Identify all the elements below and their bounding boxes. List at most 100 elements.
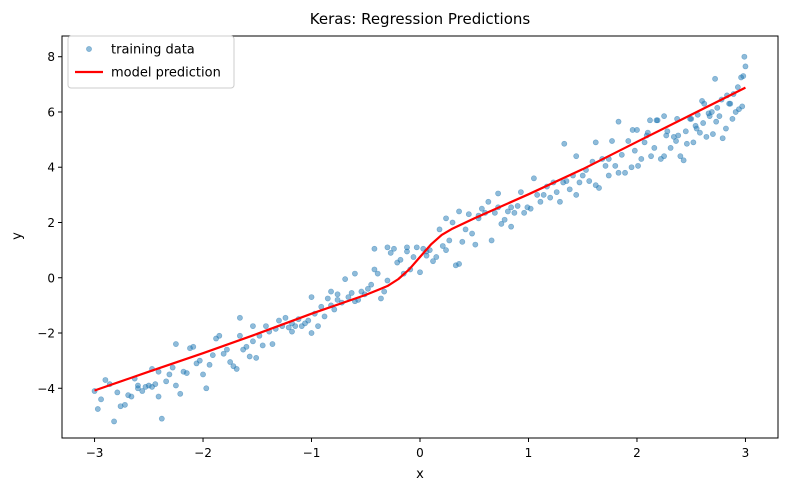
training-data-point (531, 175, 537, 182)
training-data-point (135, 385, 141, 392)
training-data-point (648, 153, 654, 160)
training-data-point (190, 343, 197, 350)
x-axis-label: x (416, 467, 424, 482)
training-data-point (618, 151, 625, 158)
training-data-point (692, 122, 699, 129)
training-data-point (521, 209, 528, 216)
training-data-point (537, 198, 544, 205)
training-data-point (128, 393, 135, 400)
training-data-point (237, 332, 243, 339)
training-data-point (365, 285, 371, 292)
training-data-point (196, 357, 203, 364)
training-data-point (216, 332, 223, 339)
training-data-point (158, 415, 165, 422)
training-data-point (710, 131, 716, 137)
training-data-point (456, 208, 462, 215)
training-data-point (563, 178, 570, 184)
training-data-point (177, 390, 184, 397)
y-tick-label: 4 (47, 161, 55, 175)
training-data-point (387, 249, 394, 256)
training-data-point (719, 135, 726, 142)
training-data-point (155, 393, 162, 400)
training-data-point (675, 132, 682, 139)
training-data-point (371, 245, 378, 252)
x-tick-label: −3 (86, 446, 104, 460)
training-data-point (635, 162, 641, 169)
training-data-point (439, 243, 446, 249)
training-data-point (292, 323, 299, 330)
training-data-point (94, 406, 101, 412)
training-data-point (498, 220, 505, 227)
training-data-point (122, 401, 128, 408)
training-data-point (102, 377, 109, 383)
training-data-point (183, 370, 190, 376)
training-data-point (511, 209, 518, 216)
training-data-point (576, 179, 583, 186)
model-prediction-line (94, 86, 746, 392)
training-data-point (514, 203, 521, 209)
y-axis-label: y (10, 232, 25, 240)
training-data-point (742, 63, 749, 70)
training-data-point (206, 361, 213, 368)
training-data-point (573, 153, 580, 160)
training-data-point (566, 186, 573, 193)
y-tick-label: −4 (37, 382, 55, 396)
training-data-point (661, 113, 667, 120)
y-tick-label: −2 (37, 327, 55, 341)
y-tick-label: 2 (47, 216, 55, 230)
training-data-point (596, 185, 602, 191)
x-tick-label: 2 (633, 446, 641, 460)
training-data-point (173, 341, 179, 347)
training-data-point (683, 140, 690, 147)
training-data-point (462, 226, 469, 233)
training-data-point (209, 352, 216, 359)
training-data-point (647, 117, 653, 124)
training-data-point (334, 291, 341, 298)
training-data-point (677, 153, 684, 160)
chart-title: Keras: Regression Predictions (310, 10, 531, 28)
training-data-point (705, 110, 712, 117)
training-data-point (663, 132, 670, 139)
training-data-point (504, 208, 511, 215)
training-data-point (712, 75, 718, 82)
training-data-point (449, 219, 456, 226)
training-data-point (233, 366, 240, 372)
training-data-point (622, 169, 628, 176)
training-data-point (700, 120, 707, 126)
training-data-point (169, 364, 176, 371)
training-data-point (485, 198, 492, 205)
training-data-point (592, 139, 599, 146)
training-data-point (682, 128, 689, 135)
training-data-point (602, 162, 609, 169)
training-data-point (716, 113, 723, 120)
training-data-point (98, 396, 104, 403)
training-data-point (488, 237, 495, 244)
training-data-point (166, 371, 173, 378)
training-data-point (673, 138, 679, 144)
training-data-point (701, 100, 708, 107)
training-data-point (714, 104, 721, 111)
training-data-point (612, 162, 619, 169)
legend-label-model-prediction: model prediction (111, 66, 221, 81)
training-data-point (456, 261, 462, 267)
training-data-point (397, 256, 404, 263)
training-data-point (410, 254, 417, 260)
training-data-point (315, 323, 321, 330)
training-data-point (223, 346, 230, 353)
training-data-point (404, 244, 410, 251)
training-data-point (430, 258, 436, 265)
x-tick-label: −1 (303, 446, 321, 460)
training-data-point (741, 53, 748, 60)
training-data-point (173, 382, 179, 389)
training-data-point (321, 313, 328, 320)
training-data-point (727, 100, 734, 107)
training-data-point (384, 277, 391, 284)
training-data-point (661, 153, 667, 160)
training-data-point (374, 270, 381, 277)
y-tick-label: 6 (47, 105, 55, 119)
training-data-point (368, 281, 375, 288)
x-tick-label: 0 (416, 446, 424, 460)
training-data-point (324, 295, 331, 302)
training-data-point (459, 238, 466, 245)
training-data-point (139, 388, 146, 394)
